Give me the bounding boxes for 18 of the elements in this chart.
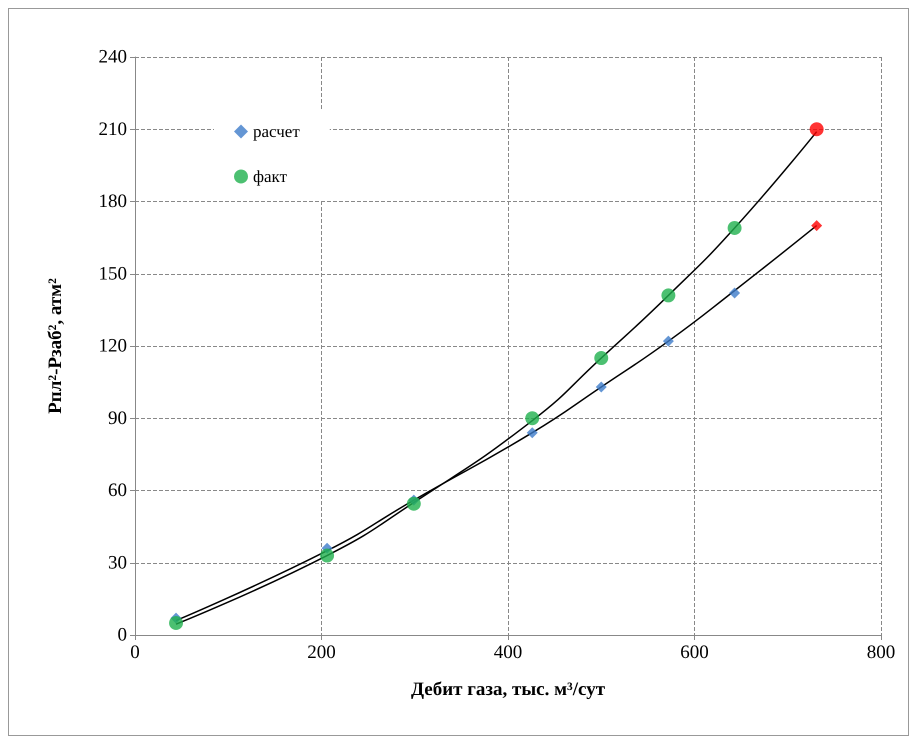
y-tick-label: 150 [98,263,127,284]
y-tick-label: 0 [118,624,127,646]
y-tick-label: 240 [98,46,127,68]
x-tick-label: 200 [307,642,336,663]
y-tick-label: 210 [98,118,127,140]
x-axis-title: Дебит газа, тыс. м³/сут [410,679,606,700]
legend-label: расчет [253,122,300,141]
x-tick-label: 400 [494,642,522,663]
x-tick-label: 800 [866,642,896,663]
y-tick-label: 180 [98,191,127,212]
y-tick-label: 90 [108,408,127,429]
y-tick-label: 120 [98,336,127,356]
x-tick-label: 600 [680,642,709,663]
x-tick-label: 0 [130,642,140,663]
y-tick-label: 30 [108,552,127,574]
legend-label: факт [253,167,288,186]
y-tick-label: 60 [108,480,127,501]
y-axis-title: Рпл²-Рзаб², атм² [45,278,66,414]
